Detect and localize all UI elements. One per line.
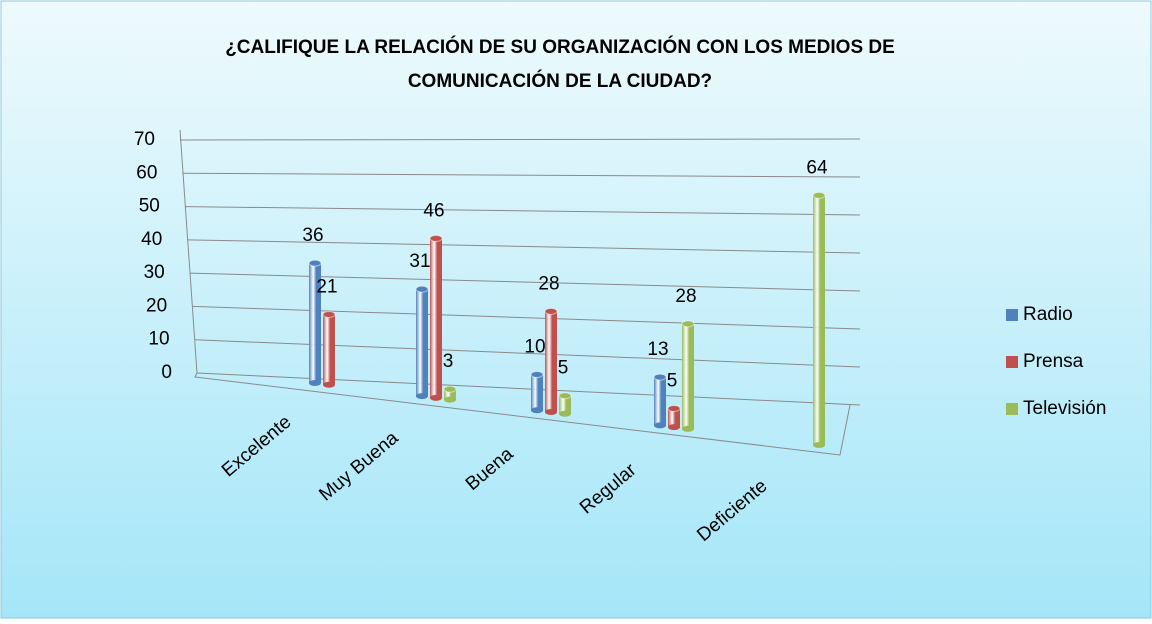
data-label: 28 xyxy=(538,273,559,294)
bar-base xyxy=(430,394,442,401)
legend-label: Radio xyxy=(1023,304,1073,325)
bar-base xyxy=(559,410,571,417)
grid-line xyxy=(189,272,861,292)
bar-top xyxy=(322,310,336,318)
y-tick-label: 40 xyxy=(141,229,162,250)
grid-line xyxy=(182,172,861,178)
grid-line xyxy=(179,138,861,141)
bar-top xyxy=(812,191,826,199)
legend-swatch xyxy=(1006,309,1018,321)
bar-top xyxy=(681,320,695,328)
y-tick-label: 10 xyxy=(148,329,169,350)
grid-line xyxy=(194,339,861,368)
chart-title: COMUNICACIÓN DE LA CIUDAD? xyxy=(408,70,712,92)
bar-base xyxy=(668,424,680,431)
bar-top xyxy=(558,392,572,400)
bar-base xyxy=(654,422,666,429)
bar xyxy=(323,314,335,385)
legend-swatch xyxy=(1006,403,1018,415)
bar xyxy=(430,238,442,398)
y-tick-label: 30 xyxy=(144,262,165,283)
bar-base xyxy=(309,380,321,386)
bar-top xyxy=(653,373,667,381)
bar xyxy=(559,395,571,414)
bar-base xyxy=(323,381,335,388)
y-tick-label: 60 xyxy=(136,162,157,183)
y-tick-label: 70 xyxy=(134,129,155,150)
data-label: 5 xyxy=(667,370,678,391)
bar-base xyxy=(416,393,428,400)
bar xyxy=(682,323,694,429)
bar xyxy=(309,263,321,383)
y-tick-label: 0 xyxy=(161,362,172,383)
bar xyxy=(813,195,825,445)
data-label: 46 xyxy=(423,200,444,221)
data-label: 28 xyxy=(675,286,696,307)
bar-base xyxy=(682,425,694,432)
legend-label: Prensa xyxy=(1023,351,1084,372)
bar xyxy=(668,408,680,428)
bar-base xyxy=(444,396,456,403)
data-label: 31 xyxy=(409,251,430,272)
chart-title: ¿CALIFIQUE LA RELACIÓN DE SU ORGANIZACIÓ… xyxy=(225,36,895,58)
bar xyxy=(545,311,557,413)
bar-top xyxy=(308,259,322,267)
bar xyxy=(444,389,456,400)
bar-top xyxy=(544,307,558,315)
bar-top xyxy=(429,234,443,242)
bar xyxy=(654,377,666,426)
data-label: 5 xyxy=(558,358,569,379)
legend-swatch xyxy=(1006,356,1018,368)
bar-base xyxy=(813,441,825,448)
bar-top xyxy=(443,385,457,393)
grid-line xyxy=(192,305,861,330)
data-label: 3 xyxy=(443,351,454,372)
bar-base xyxy=(531,407,543,414)
grid-line xyxy=(187,239,861,254)
data-label: 21 xyxy=(316,276,337,297)
data-label: 64 xyxy=(806,157,828,178)
data-label: 13 xyxy=(647,339,668,360)
legend-label: Televisión xyxy=(1023,398,1106,419)
bar-top xyxy=(415,285,429,293)
y-tick-label: 50 xyxy=(139,196,160,217)
data-label: 36 xyxy=(302,225,323,246)
bar-top xyxy=(667,404,681,412)
data-label: 10 xyxy=(524,337,545,358)
axis-wall xyxy=(179,129,851,456)
grid-line xyxy=(196,372,861,406)
grid-line xyxy=(184,206,861,216)
bar-base xyxy=(545,409,557,416)
bar xyxy=(416,289,428,397)
bar-top xyxy=(530,370,544,378)
bar xyxy=(531,374,543,411)
y-tick-label: 20 xyxy=(146,295,167,316)
